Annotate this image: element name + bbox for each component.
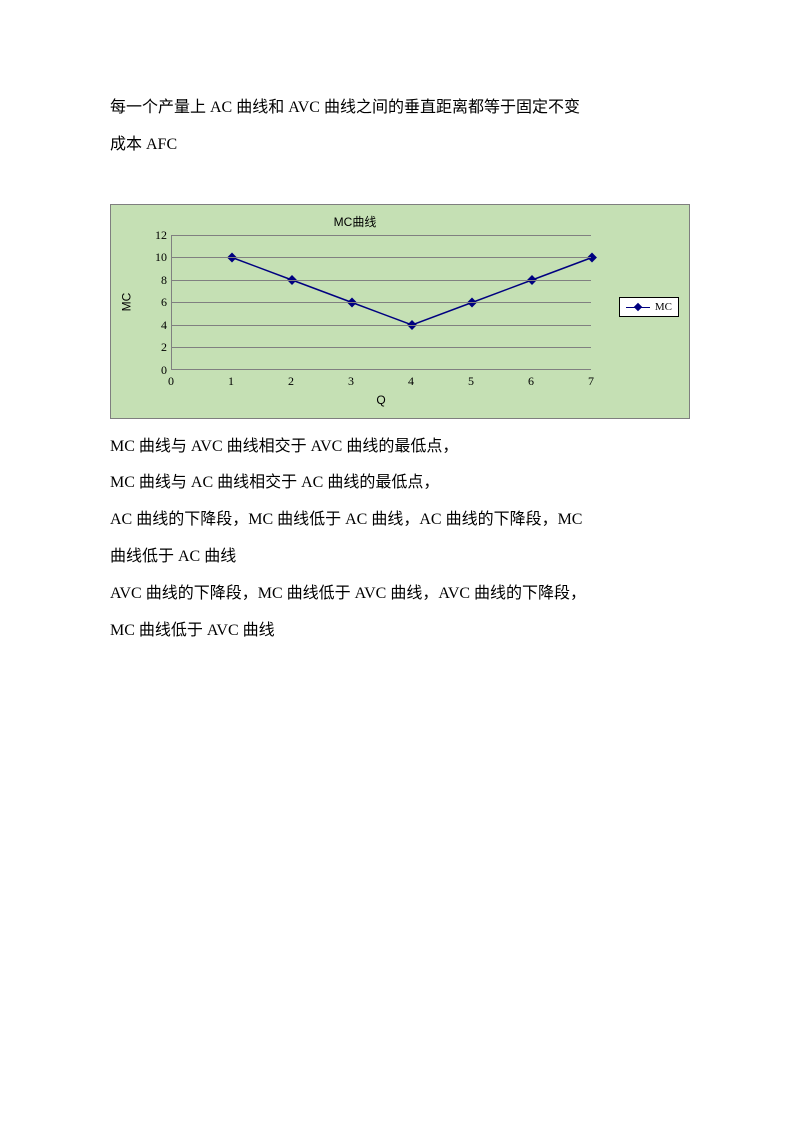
y-tick-label: 6	[139, 296, 167, 308]
x-tick-label: 0	[168, 375, 174, 387]
x-axis-ticks: 0 1 2 3 4 5 6 7	[171, 375, 591, 391]
y-axis-label: MC	[119, 292, 133, 311]
x-tick-label: 1	[228, 375, 234, 387]
notes-text: MC 曲线与 AVC 曲线相交于 AVC 曲线的最低点， MC 曲线与 AC 曲…	[110, 429, 690, 650]
gridline	[172, 325, 591, 326]
intro-line-2: 成本 AFC	[110, 127, 690, 164]
legend: MC	[619, 297, 679, 317]
y-tick-label: 2	[139, 341, 167, 353]
plot-area-wrapper: MC 024681012 01234567 Q	[131, 235, 599, 407]
x-tick-label: 2	[288, 375, 294, 387]
y-tick-label: 8	[139, 274, 167, 286]
x-axis-label: Q	[171, 393, 591, 407]
gridline	[172, 280, 591, 281]
notes-p5: AVC 曲线的下降段，MC 曲线低于 AVC 曲线，AVC 曲线的下降段，	[110, 576, 690, 613]
intro-line-1: 每一个产量上 AC 曲线和 AVC 曲线之间的垂直距离都等于固定不变	[110, 90, 690, 127]
gridline	[172, 347, 591, 348]
gridline	[172, 235, 591, 236]
y-axis-ticks: 024681012	[139, 235, 167, 370]
y-tick-label: 4	[139, 319, 167, 331]
x-tick-label: 3	[348, 375, 354, 387]
plot-area	[171, 235, 591, 370]
legend-marker-icon	[634, 302, 642, 310]
notes-p4: 曲线低于 AC 曲线	[110, 539, 690, 576]
spacer	[110, 164, 690, 204]
notes-p6: MC 曲线低于 AVC 曲线	[110, 613, 690, 650]
chart-title: MC曲线	[111, 213, 599, 230]
notes-p1: MC 曲线与 AVC 曲线相交于 AVC 曲线的最低点，	[110, 429, 690, 466]
x-tick-label: 4	[408, 375, 414, 387]
gridline	[172, 257, 591, 258]
intro-text: 每一个产量上 AC 曲线和 AVC 曲线之间的垂直距离都等于固定不变 成本 AF…	[110, 90, 690, 164]
y-tick-label: 12	[139, 229, 167, 241]
notes-p3: AC 曲线的下降段，MC 曲线低于 AC 曲线，AC 曲线的下降段，MC	[110, 502, 690, 539]
mc-chart: MC曲线 MC 024681012 01234567 Q MC	[110, 204, 690, 419]
notes-p2: MC 曲线与 AC 曲线相交于 AC 曲线的最低点，	[110, 465, 690, 502]
gridline	[172, 302, 591, 303]
legend-line-icon	[626, 302, 650, 312]
x-tick-label: 7	[588, 375, 594, 387]
page: 每一个产量上 AC 曲线和 AVC 曲线之间的垂直距离都等于固定不变 成本 AF…	[0, 0, 800, 1132]
legend-label: MC	[655, 301, 672, 313]
y-tick-label: 10	[139, 251, 167, 263]
y-tick-label: 0	[139, 364, 167, 376]
x-tick-label: 5	[468, 375, 474, 387]
x-tick-label: 6	[528, 375, 534, 387]
